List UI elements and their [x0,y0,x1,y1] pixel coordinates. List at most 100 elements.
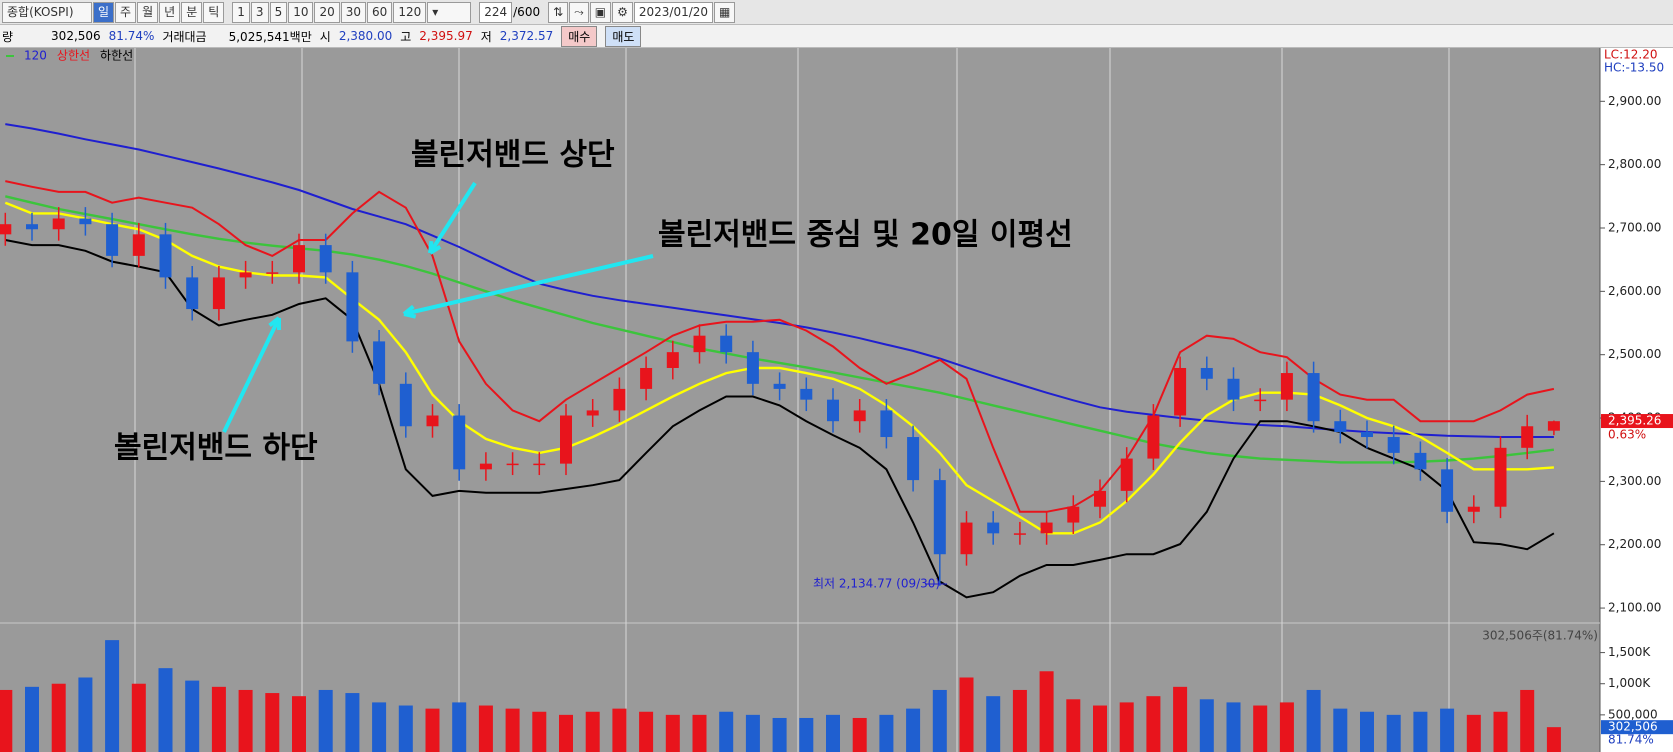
y-tick-label: 2,200.00 [1608,537,1661,551]
volume-bar [745,714,760,752]
chart: 2,100.002,200.002,300.002,400.002,500.00… [0,48,1673,752]
candle-body [960,522,973,555]
candle-body [1227,378,1240,400]
candle-body [1441,469,1454,512]
candle-body [319,245,332,273]
interval-button[interactable]: 60 [367,1,393,23]
date-input[interactable]: 2023/01/20 [633,1,714,23]
candle-body [560,415,572,464]
buy-button[interactable]: 매수 [561,25,598,47]
volume-bar [1173,686,1188,752]
period-button[interactable]: 틱 [203,1,225,23]
period-button[interactable]: 년 [159,1,181,23]
interval-button[interactable]: 30 [340,1,367,23]
line-series [5,239,1555,599]
y-tick-label: 1,000K [1608,676,1651,690]
volume-bar [799,717,814,752]
period-button[interactable]: 분 [181,1,203,23]
candle-body [1467,506,1480,512]
sell-button[interactable]: 매도 [605,25,642,47]
annotation-arrowhead [268,316,282,331]
candle-body [346,272,359,342]
info-label: 시 [319,29,331,44]
candle-body [212,277,225,310]
volume-bar [772,717,787,752]
legend-entry: 120 [24,49,47,63]
candle-body [1120,458,1133,491]
candle-body [1521,426,1534,448]
candle-body [693,335,706,353]
volume-bar [1093,705,1107,752]
interval-button[interactable]: 10 [288,1,314,23]
candle-body [720,335,733,353]
y-tick-label: 1,500K [1608,645,1651,659]
candle-body [987,522,1000,534]
line-series [5,195,1555,464]
volume-bar [452,702,467,752]
volume-bar [1253,705,1268,752]
info-value: 2,395.97 [419,29,473,43]
y-tick-label: 2,500.00 [1608,347,1661,361]
volume-bar [1466,714,1481,752]
dropdown[interactable]: ▾ [427,1,472,23]
tool-button[interactable]: ▣ [589,1,612,23]
volume-bar [25,686,39,752]
volume-bar [345,693,360,752]
interval-button[interactable]: 3 [250,1,269,23]
volume-bar [398,705,413,752]
annotation: 볼린저밴드 하단 [114,431,318,466]
candle-body [1147,415,1160,459]
candle-body [159,234,172,278]
candle-body [640,367,653,389]
current-price-box [1601,414,1673,429]
annotation-arrow [403,254,654,316]
volume-bar [211,686,226,752]
candle-body [1280,373,1293,400]
interval-button[interactable]: 120 [393,1,427,23]
volume-bar [665,714,680,752]
candle-body [1307,373,1320,422]
info-value: 2,380.00 [338,29,393,43]
volume-bar [959,677,974,752]
y-tick-label: 2,900.00 [1608,94,1661,108]
volume-bar [105,640,120,752]
candle-body [426,415,439,427]
volume-bar [1226,702,1241,752]
volume-bar [1199,699,1214,752]
period-button[interactable]: 일 [93,1,115,23]
volume-bar [158,668,173,752]
volume-bar [238,689,253,752]
volume-bar [318,689,333,752]
volume-last-box [1601,720,1673,735]
calendar-button[interactable]: ▦ [714,1,736,23]
period-button[interactable]: 주 [115,1,137,23]
toolbar: 종합(KOSPI) 일 주 월 년 분 틱 1 3 5 10 20 30 60 … [0,0,1673,25]
volume-bar [1066,699,1081,752]
volume-bar [986,696,1001,752]
max-count: /600 [513,5,541,19]
line-series [4,201,1554,535]
annotation-arrow [222,317,281,433]
candle-body [373,341,386,384]
candle-body [293,245,305,273]
market-select[interactable]: 종합(KOSPI) [2,1,92,23]
info-label: 저 [480,29,492,44]
lc-label: LC:12.20 [1604,48,1657,62]
volume-bar [1039,671,1054,752]
tool-button[interactable]: ⇅ [548,1,569,23]
y-tick-label: 2,800.00 [1608,157,1661,171]
period-button[interactable]: 월 [137,1,159,23]
interval-button[interactable]: 20 [314,1,340,23]
info-label: 거래대금 [162,29,207,44]
tool-button[interactable]: ⚙ [612,1,633,23]
tool-button[interactable]: ⤳ [569,1,589,23]
candle-body [933,480,946,555]
interval-button[interactable]: 5 [269,1,288,23]
count-input[interactable]: 224 [479,1,513,23]
candle-body [52,218,65,230]
candle-body [506,463,519,466]
candle-body [1040,522,1053,534]
volume-bar [932,689,947,752]
info-value: 2,372.57 [499,29,554,43]
interval-button[interactable]: 1 [232,1,250,23]
